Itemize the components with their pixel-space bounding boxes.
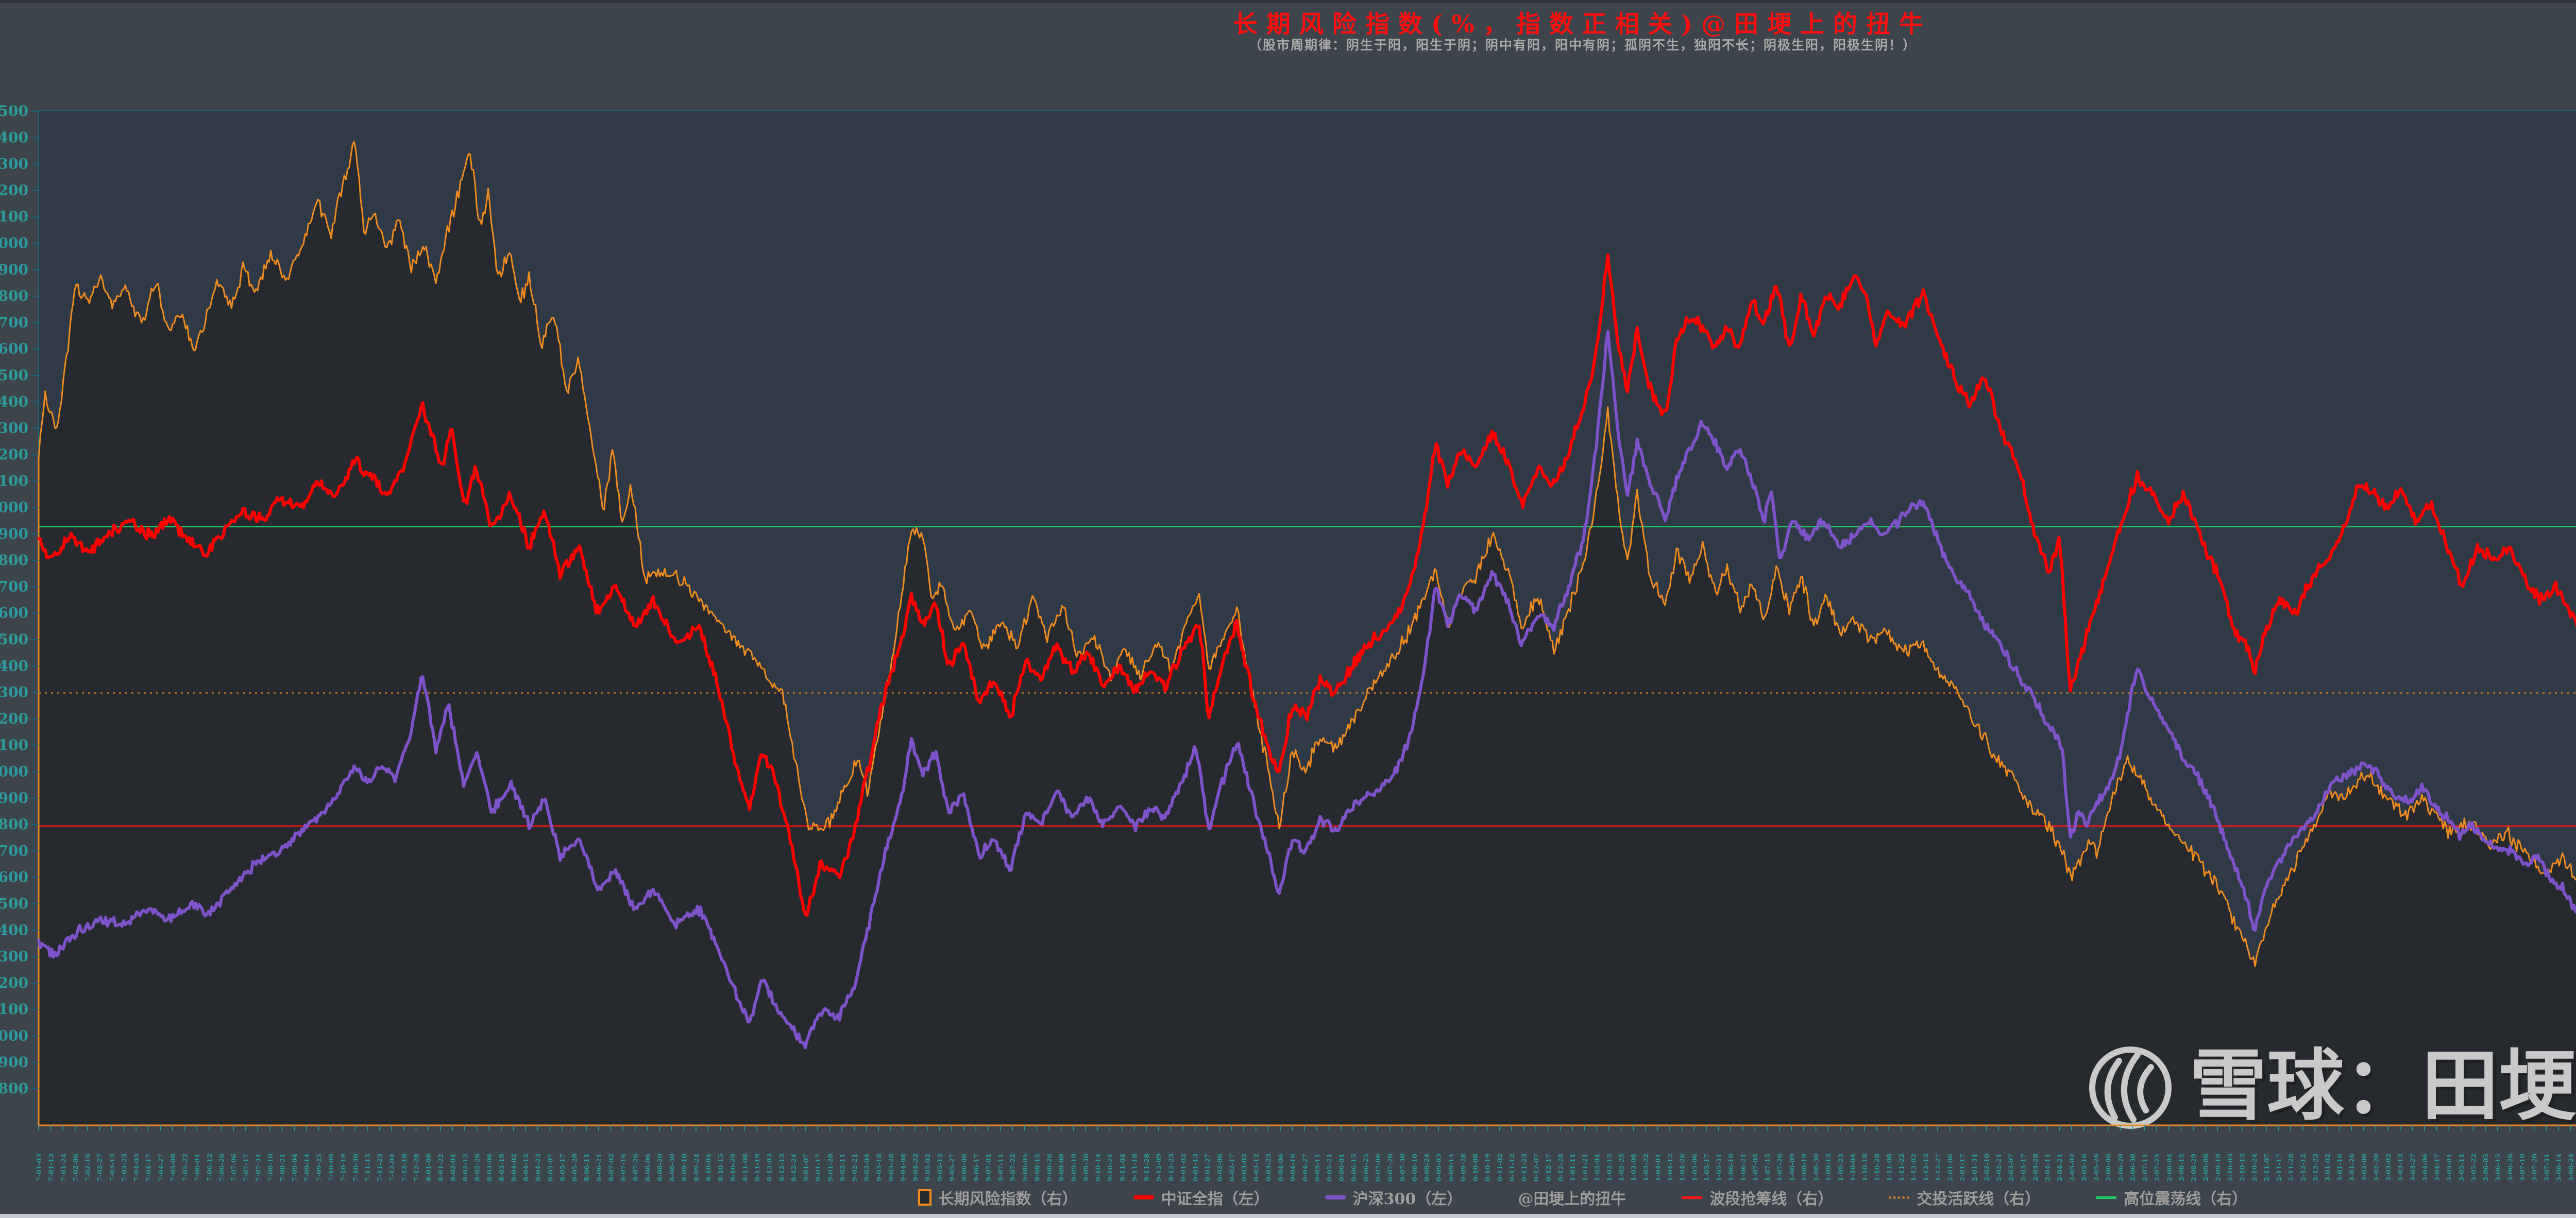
chart-subtitle: （股市周期律：阴生于阳，阳生于阴；阴中有阳，阳中有阴；孤阴不生，独阳不长；阴极生… — [1248, 38, 1917, 53]
chart-title: 长期风险指数(%，指数正相关)@田埂上的扭牛 — [1233, 10, 1933, 39]
svg-text:6400: 6400 — [0, 129, 28, 146]
series-hs300 — [37, 330, 2576, 1050]
chart-legend: 长期风险指数（右） 中证全指（左） 沪深300（左） @田埂上的扭牛 波段抢筹线（右） 交… — [0, 1181, 2576, 1213]
axis-labels: 6500 6400 6300 6200 6100 6000 5900 5800 5700 5600… — [0, 102, 39, 1097]
svg-text:5600: 5600 — [0, 340, 28, 357]
svg-text:3100: 3100 — [0, 1001, 28, 1018]
legend-label: 沪深300（左） — [1352, 1190, 1463, 1208]
svg-text:5000: 5000 — [0, 499, 28, 516]
svg-text:5900: 5900 — [0, 261, 28, 278]
svg-text:2800: 2800 — [0, 1080, 28, 1097]
svg-text:4500: 4500 — [0, 631, 28, 648]
legend-item-1[interactable]: 长期风险指数（右） — [918, 1186, 1078, 1209]
svg-text:6100: 6100 — [0, 208, 28, 225]
legend-item-3[interactable]: 沪深300（左） — [1325, 1186, 1463, 1209]
watermark-text-shadow: 雪球：田埂上的扭牛 — [2193, 1044, 2576, 1134]
risk-index-area-fill — [39, 142, 2576, 1125]
svg-text:5800: 5800 — [0, 287, 28, 304]
svg-text:3300: 3300 — [0, 948, 28, 965]
svg-text:5400: 5400 — [0, 393, 28, 410]
svg-text:5300: 5300 — [0, 420, 28, 437]
svg-text:5200: 5200 — [0, 446, 28, 463]
svg-text:4100: 4100 — [0, 736, 28, 753]
legend-item-5[interactable]: 波段抢筹线（右） — [1682, 1186, 1833, 1209]
svg-text:6000: 6000 — [0, 235, 28, 252]
svg-text:3900: 3900 — [0, 790, 28, 807]
legend-label: 波段抢筹线（右） — [1709, 1190, 1834, 1208]
legend-label: 高位震荡线（右） — [2124, 1190, 2248, 1208]
svg-text:3000: 3000 — [0, 1027, 28, 1044]
svg-text:4300: 4300 — [0, 684, 28, 701]
legend-line-icon — [2096, 1196, 2117, 1199]
legend-label: @田埂上的扭牛 — [1518, 1190, 1626, 1208]
svg-text:4800: 4800 — [0, 552, 28, 569]
legend-line-icon — [1133, 1195, 1154, 1199]
watermark-text: 雪球：田埂上的扭牛 — [2190, 1041, 2576, 1131]
svg-text:2900: 2900 — [0, 1054, 28, 1071]
svg-text:5100: 5100 — [0, 472, 28, 489]
legend-dotted-line-icon — [1889, 1196, 1910, 1199]
svg-text:4900: 4900 — [0, 525, 28, 542]
window-bottom-strip — [0, 1214, 2576, 1218]
window-top-strip — [0, 0, 2576, 3]
legend-label: 交投活跃线（右） — [1917, 1190, 2041, 1208]
svg-text:4700: 4700 — [0, 578, 28, 595]
svg-text:5700: 5700 — [0, 314, 28, 331]
svg-text:3700: 3700 — [0, 842, 28, 859]
svg-text:4200: 4200 — [0, 710, 28, 727]
legend-item-6[interactable]: 交投活跃线（右） — [1889, 1186, 2040, 1209]
series-risk-index — [38, 141, 2576, 1126]
svg-text:4600: 4600 — [0, 605, 28, 622]
svg-text:3500: 3500 — [0, 895, 28, 912]
svg-text:3200: 3200 — [0, 974, 28, 991]
legend-line-icon — [1682, 1196, 1703, 1199]
svg-text:6500: 6500 — [0, 102, 28, 119]
series-csi-all-share — [37, 253, 2576, 917]
legend-item-2[interactable]: 中证全指（左） — [1133, 1186, 1269, 1209]
legend-item-4[interactable]: @田埂上的扭牛 — [1518, 1186, 1626, 1209]
svg-text:4400: 4400 — [0, 657, 28, 674]
svg-text:3800: 3800 — [0, 816, 28, 833]
svg-text:5500: 5500 — [0, 367, 28, 384]
svg-text:3400: 3400 — [0, 921, 28, 938]
legend-label: 中证全指（左） — [1161, 1190, 1269, 1208]
svg-text:3600: 3600 — [0, 869, 28, 886]
legend-line-icon — [1325, 1195, 1346, 1199]
legend-area-swatch-icon — [918, 1189, 931, 1206]
svg-text:4000: 4000 — [0, 763, 28, 780]
legend-item-7[interactable]: 高位震荡线（右） — [2096, 1186, 2247, 1209]
svg-text:6300: 6300 — [0, 156, 28, 173]
svg-text:6200: 6200 — [0, 182, 28, 199]
legend-label: 长期风险指数（右） — [938, 1190, 1078, 1208]
